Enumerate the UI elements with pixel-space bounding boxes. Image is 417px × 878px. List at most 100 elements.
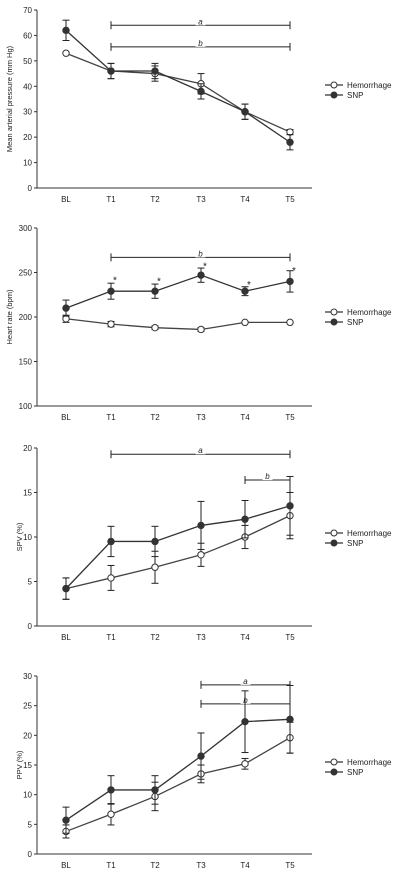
bracket-label-bg bbox=[195, 38, 206, 47]
bracket-label: b bbox=[243, 696, 248, 705]
legend-label: SNP bbox=[347, 91, 363, 100]
data-point bbox=[107, 320, 115, 328]
x-tick-label: T2 bbox=[150, 413, 160, 422]
y-tick-label: 0 bbox=[28, 184, 33, 193]
series-line-hemorrhage bbox=[65, 52, 291, 133]
data-point bbox=[151, 287, 159, 295]
bracket-label-bg bbox=[195, 17, 206, 26]
series-line-snp bbox=[65, 29, 291, 143]
y-axis-label: SPV (%) bbox=[15, 522, 24, 551]
data-point bbox=[107, 287, 115, 295]
x-tick-label: T1 bbox=[106, 195, 116, 204]
data-point bbox=[197, 521, 205, 530]
data-point bbox=[151, 786, 159, 794]
y-tick-label: 300 bbox=[19, 224, 33, 233]
y-tick-label: 20 bbox=[23, 133, 32, 142]
significance-star: * bbox=[203, 261, 207, 272]
y-tick-label: 30 bbox=[23, 108, 32, 117]
data-point bbox=[286, 318, 294, 327]
x-tick-label: T2 bbox=[150, 633, 160, 642]
data-point bbox=[107, 786, 115, 794]
y-tick-label: 10 bbox=[23, 159, 32, 168]
data-point bbox=[197, 752, 205, 760]
x-tick-label: T2 bbox=[150, 195, 160, 204]
data-point bbox=[151, 563, 159, 571]
series-line-hemorrhage bbox=[65, 737, 291, 833]
series-line-snp bbox=[65, 274, 291, 309]
bracket-label: b bbox=[198, 39, 203, 48]
y-tick-label: 15 bbox=[23, 489, 32, 498]
x-tick-label: T4 bbox=[240, 633, 250, 642]
x-tick-label: T3 bbox=[196, 633, 206, 642]
x-tick-label: BL bbox=[61, 633, 71, 642]
bracket-label: a bbox=[198, 17, 203, 26]
legend-label: SNP bbox=[347, 539, 363, 548]
bracket-label: b bbox=[265, 472, 270, 481]
y-tick-label: 0 bbox=[28, 622, 33, 631]
x-tick-label: T3 bbox=[196, 861, 206, 870]
x-tick-label: T4 bbox=[240, 861, 250, 870]
y-tick-label: 10 bbox=[23, 533, 32, 542]
x-tick-label: T5 bbox=[285, 861, 295, 870]
legend-marker bbox=[330, 758, 338, 766]
data-point bbox=[241, 108, 249, 116]
data-point bbox=[197, 325, 205, 334]
y-axis-label: Mean arterial pressure (mm Hg) bbox=[5, 45, 14, 152]
data-point bbox=[62, 584, 70, 593]
data-point bbox=[286, 138, 294, 146]
data-point bbox=[107, 67, 115, 75]
series-line-hemorrhage bbox=[65, 318, 290, 331]
legend-marker bbox=[330, 539, 338, 547]
legend-label: Hemorrhage bbox=[347, 758, 392, 767]
y-tick-label: 5 bbox=[28, 820, 33, 829]
bracket-label: a bbox=[243, 677, 248, 686]
legend-marker bbox=[330, 529, 338, 537]
x-tick-label: T3 bbox=[196, 195, 206, 204]
legend-label: SNP bbox=[347, 768, 363, 777]
significance-star: * bbox=[292, 266, 296, 277]
data-point bbox=[241, 760, 249, 768]
x-tick-label: T4 bbox=[240, 195, 250, 204]
data-point bbox=[151, 323, 159, 332]
chart-2: 100 150 200 250 300 BL T1 T2 T3 T4 T5 Heart rate (b… bbox=[5, 224, 392, 422]
y-tick-label: 10 bbox=[23, 791, 32, 800]
bracket-label-bg bbox=[195, 446, 206, 455]
data-point bbox=[107, 574, 115, 582]
chart-4: 0 5 10 15 20 25 30 BL T1 T2 T3 T4 T5 PPV (%) a b Hemorrh… bbox=[15, 672, 392, 870]
y-tick-label: 15 bbox=[23, 761, 32, 770]
data-point bbox=[62, 49, 70, 57]
x-tick-label: T3 bbox=[196, 413, 206, 422]
y-tick-label: 70 bbox=[23, 6, 32, 15]
x-tick-label: T1 bbox=[106, 861, 116, 870]
data-point bbox=[286, 715, 294, 724]
legend-marker bbox=[330, 308, 338, 316]
data-point bbox=[241, 515, 249, 523]
y-tick-label: 20 bbox=[23, 444, 32, 453]
significance-star: * bbox=[113, 276, 117, 287]
y-tick-label: 60 bbox=[23, 31, 32, 40]
y-tick-label: 50 bbox=[23, 57, 32, 66]
data-point bbox=[197, 271, 205, 279]
series-line-hemorrhage bbox=[65, 515, 291, 590]
data-point bbox=[197, 87, 205, 96]
x-tick-label: T5 bbox=[285, 413, 295, 422]
y-tick-label: 0 bbox=[28, 850, 33, 859]
chart-1: 0 10 20 30 40 50 60 70 BL T1 T2 T3 T4 T5 Mean arterial… bbox=[5, 6, 392, 204]
x-tick-label: T5 bbox=[285, 195, 295, 204]
data-point bbox=[62, 26, 70, 35]
data-point bbox=[151, 67, 159, 75]
data-point bbox=[62, 816, 70, 824]
legend-label: Hemorrhage bbox=[347, 529, 392, 538]
x-tick-label: T1 bbox=[106, 633, 116, 642]
bracket-label: a bbox=[198, 446, 203, 455]
legend-marker bbox=[330, 318, 338, 326]
series-line-snp bbox=[65, 718, 291, 821]
significance-star: * bbox=[247, 280, 251, 291]
data-point bbox=[107, 810, 115, 818]
x-tick-label: T2 bbox=[150, 861, 160, 870]
bracket-label-bg bbox=[195, 249, 206, 258]
x-tick-label: T1 bbox=[106, 413, 116, 422]
y-tick-label: 100 bbox=[19, 402, 33, 411]
bracket-label: b bbox=[198, 249, 203, 258]
